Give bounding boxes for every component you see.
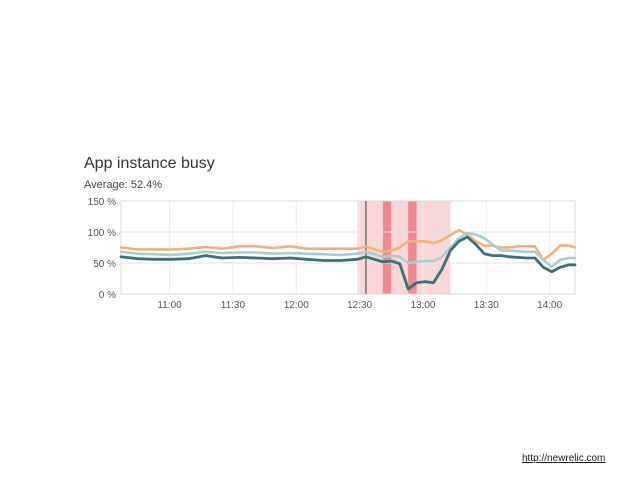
x-tick-label: 12:30	[347, 300, 372, 311]
series-lines	[119, 228, 577, 291]
x-tick-label: 11:00	[157, 300, 182, 311]
y-tick-label: 50 %	[93, 259, 116, 270]
highlight-band-3	[408, 201, 417, 294]
highlight-band-2	[382, 201, 392, 294]
x-tick-label: 14:00	[537, 300, 562, 311]
x-tick-label: 13:30	[474, 300, 499, 311]
series-line-2	[119, 231, 577, 269]
series-line-1	[119, 228, 577, 262]
x-tick-label: 13:00	[410, 300, 435, 311]
x-tick-label: 11:30	[221, 300, 246, 311]
y-tick-label: 0 %	[99, 290, 116, 301]
x-tick-label: 12:00	[284, 300, 309, 311]
tick-labels: 0 % 50 % 100 % 150 % 11:00 11:30 12:00 12:30 13:…	[88, 197, 563, 311]
y-tick-label: 150 %	[88, 197, 116, 208]
source-link[interactable]: http://newrelic.com	[522, 453, 606, 464]
chart-subtitle: Average: 52.4%	[84, 179, 163, 191]
chart-title: App instance busy	[84, 155, 215, 172]
series-line-3	[119, 235, 577, 291]
y-tick-label: 100 %	[88, 228, 116, 239]
